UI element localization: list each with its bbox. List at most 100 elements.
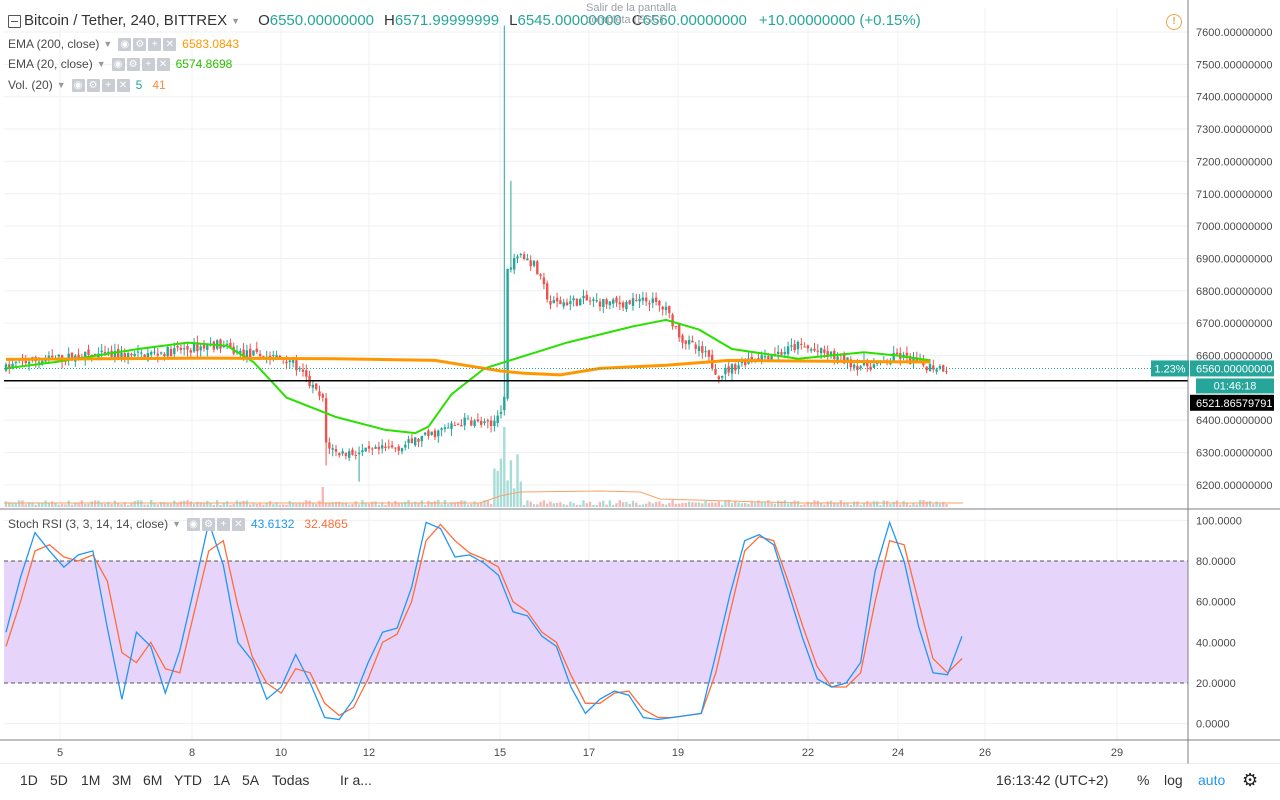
candle-body bbox=[463, 417, 466, 426]
volume-bar bbox=[262, 504, 265, 507]
plus-icon[interactable]: + bbox=[141, 57, 155, 71]
candle-body bbox=[506, 269, 509, 399]
plus-icon[interactable]: + bbox=[148, 37, 162, 51]
chevron-down-icon[interactable]: ▼ bbox=[231, 15, 241, 26]
symbol-title[interactable]: Bitcoin / Tether, 240, BITTREX bbox=[24, 12, 228, 29]
candle-body bbox=[681, 335, 684, 343]
volume-bar bbox=[212, 504, 216, 507]
volume-bar bbox=[506, 480, 509, 507]
auto-toggle[interactable]: auto bbox=[1198, 772, 1226, 788]
rsi-tick-label: 0.0000 bbox=[1196, 719, 1230, 731]
candle-body bbox=[621, 302, 625, 308]
close-icon[interactable]: ✕ bbox=[116, 78, 130, 92]
range-1d-button[interactable]: 1D bbox=[20, 772, 38, 788]
candle-body bbox=[249, 348, 252, 358]
volume-bar bbox=[885, 501, 889, 507]
volume-bar bbox=[387, 501, 390, 507]
ema20-value: 6574.8698 bbox=[175, 57, 233, 71]
range-1a-button[interactable]: 1A bbox=[213, 772, 231, 788]
candle-body bbox=[579, 299, 582, 306]
volume-bar bbox=[410, 503, 414, 507]
price-tick-label: 7000.00000000 bbox=[1196, 221, 1272, 233]
goto-date-button[interactable]: Ir a... bbox=[340, 772, 372, 788]
close-icon[interactable]: ✕ bbox=[156, 57, 170, 71]
candle-body bbox=[348, 451, 351, 458]
candle-body bbox=[509, 267, 513, 270]
last-price-label: 6560.00000000 bbox=[1196, 363, 1272, 375]
candle-body bbox=[384, 446, 387, 449]
price-tick-label: 6200.00000000 bbox=[1196, 480, 1272, 492]
warning-icon[interactable]: ! bbox=[1166, 14, 1182, 30]
percent-toggle[interactable]: % bbox=[1137, 772, 1150, 788]
volume-bar bbox=[678, 503, 681, 507]
candle-body bbox=[819, 348, 823, 354]
volume-bar bbox=[503, 427, 506, 507]
eye-icon[interactable]: ◉ bbox=[71, 78, 85, 92]
range-5d-button[interactable]: 5D bbox=[50, 772, 68, 788]
volume-bar bbox=[258, 503, 262, 507]
candle-body bbox=[489, 420, 493, 427]
plus-icon[interactable]: + bbox=[101, 78, 115, 92]
ema200-label[interactable]: EMA (200, close) bbox=[8, 37, 100, 51]
candle-body bbox=[272, 355, 275, 357]
range-3m-button[interactable]: 3M bbox=[112, 772, 132, 788]
volume-label[interactable]: Vol. (20) bbox=[8, 78, 53, 92]
rsi-tick-label: 100.0000 bbox=[1196, 515, 1242, 527]
chevron-down-icon[interactable]: ▼ bbox=[96, 59, 106, 69]
time-tick-label: 19 bbox=[672, 747, 684, 759]
close-icon[interactable]: ✕ bbox=[232, 517, 245, 531]
candle-body bbox=[305, 370, 308, 377]
chevron-down-icon[interactable]: ▼ bbox=[172, 519, 181, 529]
candle-body bbox=[704, 351, 707, 353]
candle-body bbox=[724, 368, 727, 375]
volume-bar bbox=[196, 501, 199, 507]
candle-body bbox=[199, 346, 202, 351]
range-1m-button[interactable]: 1M bbox=[81, 772, 101, 788]
candle-body bbox=[84, 351, 87, 360]
collapse-icon[interactable] bbox=[8, 15, 21, 28]
toast-line-1: Salir de la pantalla bbox=[586, 2, 677, 14]
clock-display[interactable]: 16:13:42 (UTC+2) bbox=[996, 772, 1109, 788]
plus-icon[interactable]: + bbox=[217, 517, 230, 531]
chevron-down-icon[interactable]: ▼ bbox=[103, 39, 113, 49]
candle-body bbox=[859, 366, 862, 369]
eye-icon[interactable]: ◉ bbox=[111, 57, 125, 71]
candle-body bbox=[730, 364, 734, 374]
volume-bar bbox=[84, 504, 87, 507]
candle-body bbox=[480, 421, 483, 425]
range-all-button[interactable]: Todas bbox=[272, 772, 310, 788]
settings-gear-icon[interactable]: ⚙ bbox=[1242, 770, 1259, 790]
candle-body bbox=[150, 352, 153, 355]
range-6m-button[interactable]: 6M bbox=[143, 772, 163, 788]
range-ytd-button[interactable]: YTD bbox=[174, 772, 202, 788]
price-tick-label: 6700.00000000 bbox=[1196, 318, 1272, 330]
range-5a-button[interactable]: 5A bbox=[242, 772, 260, 788]
gear-icon[interactable]: ⚙ bbox=[133, 37, 147, 51]
volume-bar bbox=[714, 502, 717, 507]
volume-bar bbox=[450, 502, 453, 507]
eye-icon[interactable]: ◉ bbox=[118, 37, 132, 51]
volume-bar bbox=[876, 501, 879, 507]
candle-body bbox=[628, 300, 631, 304]
gear-icon[interactable]: ⚙ bbox=[126, 57, 140, 71]
time-tick-label: 12 bbox=[363, 747, 375, 759]
chevron-down-icon[interactable]: ▼ bbox=[56, 80, 66, 90]
candle-body bbox=[810, 349, 813, 351]
close-icon[interactable]: ✕ bbox=[163, 37, 177, 51]
volume-bar bbox=[476, 503, 480, 507]
volume-bar bbox=[374, 501, 377, 507]
candle-body bbox=[876, 363, 879, 365]
gear-icon[interactable]: ⚙ bbox=[86, 78, 100, 92]
candle-body bbox=[928, 364, 932, 372]
volume-bar bbox=[394, 501, 397, 507]
volume-bar bbox=[826, 501, 829, 507]
eye-icon[interactable]: ◉ bbox=[187, 517, 200, 531]
volume-bar bbox=[252, 503, 255, 507]
gear-icon[interactable]: ⚙ bbox=[202, 517, 215, 531]
log-toggle[interactable]: log bbox=[1164, 772, 1183, 788]
ema20-label[interactable]: EMA (20, close) bbox=[8, 57, 93, 71]
stoch-rsi-label[interactable]: Stoch RSI (3, 3, 14, 14, close) bbox=[8, 517, 169, 531]
volume-bar bbox=[813, 500, 816, 507]
volume-bar bbox=[542, 500, 546, 507]
